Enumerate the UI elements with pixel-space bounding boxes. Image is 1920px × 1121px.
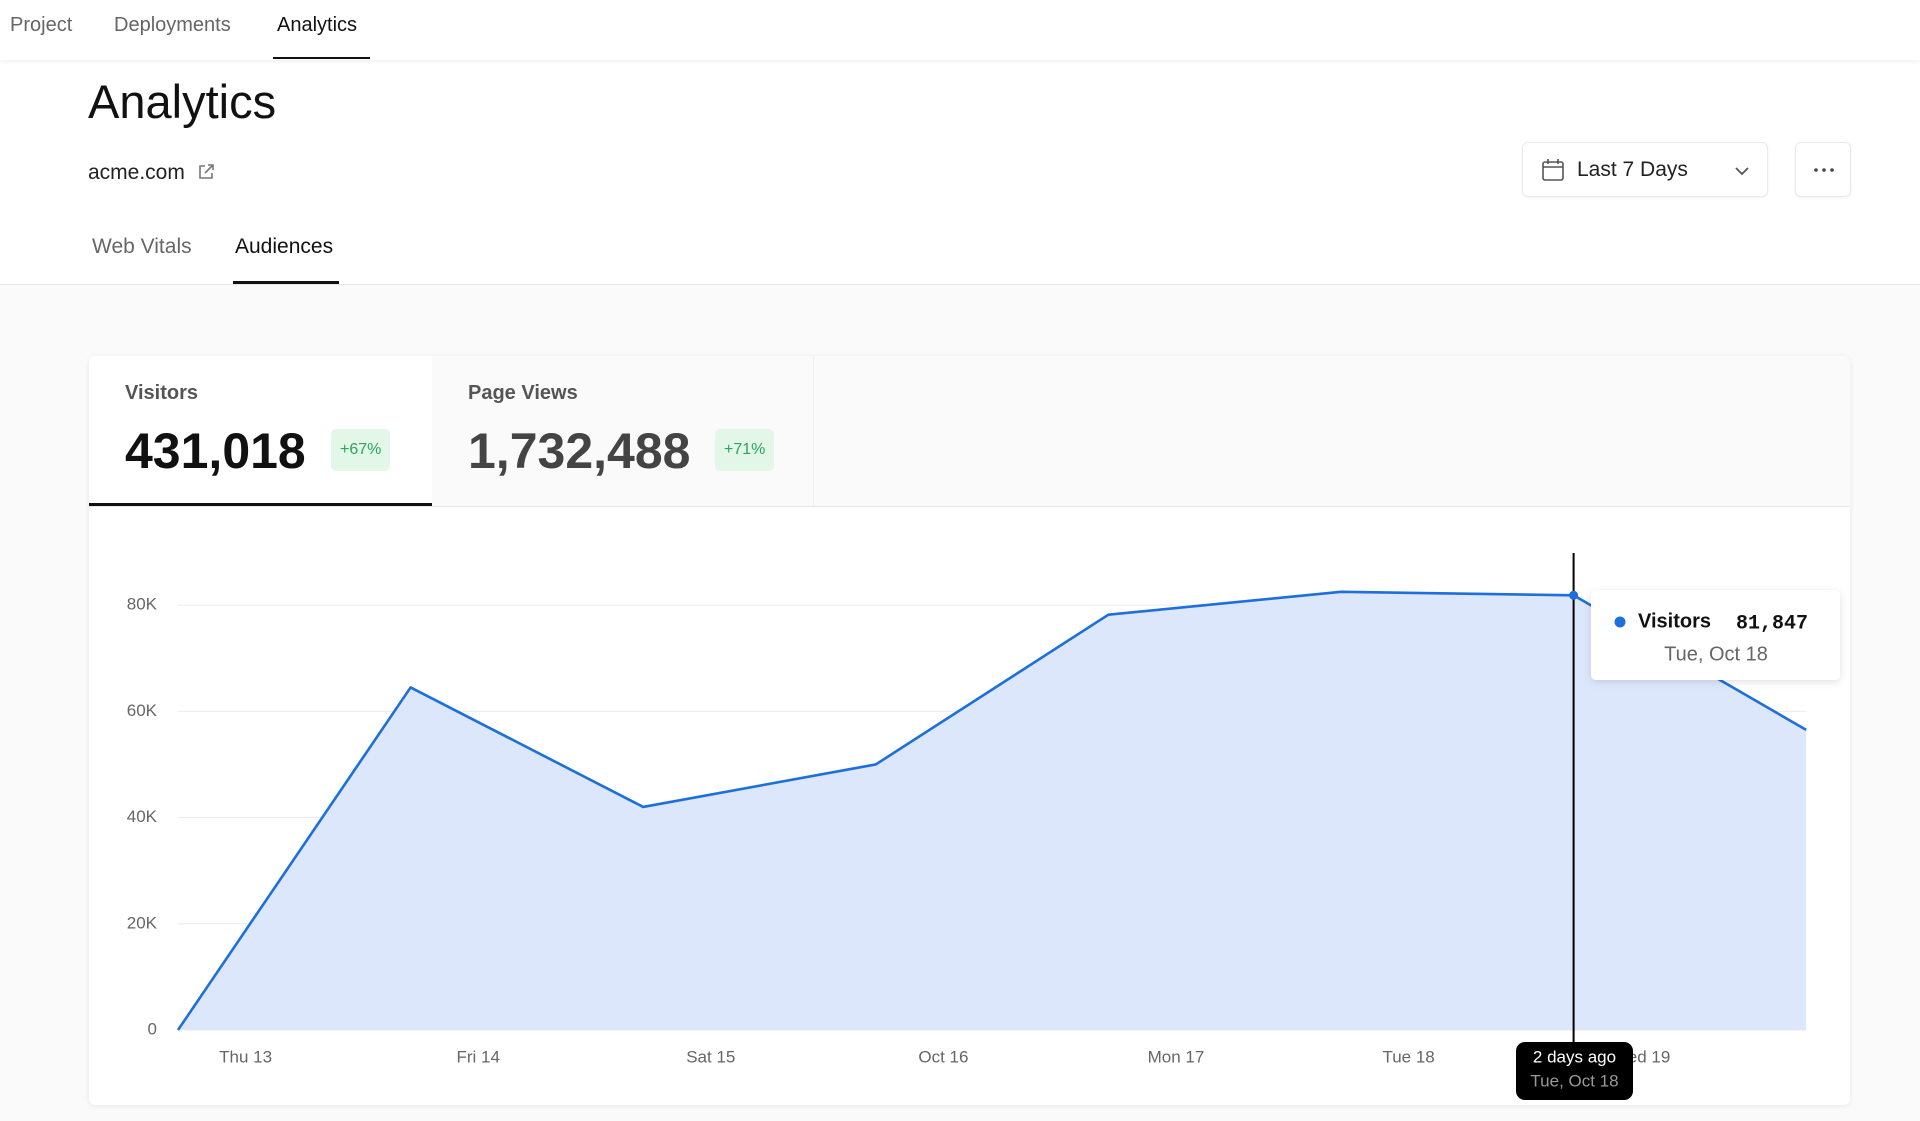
hover-relative: 2 days ago bbox=[1533, 1047, 1616, 1066]
line bbox=[176, 590, 1807, 1031]
x-tick-label: Thu 13 bbox=[219, 1047, 272, 1066]
y-tick-label: 20K bbox=[127, 913, 158, 932]
nav-tab[interactable]: Project bbox=[10, 14, 73, 36]
external-icon bbox=[198, 164, 214, 179]
y-tick-label: 60K bbox=[127, 701, 158, 720]
calendar-icon bbox=[1542, 159, 1564, 181]
site-name: acme.com bbox=[88, 161, 185, 184]
hover-date: Tue, Oct 18 bbox=[1530, 1071, 1618, 1090]
y-tick-label: 40K bbox=[127, 807, 158, 826]
area bbox=[178, 591, 1807, 1030]
top-nav: Project Deployments Analytics bbox=[0, 0, 1920, 60]
chevron-icon bbox=[1735, 167, 1749, 176]
sub-tab[interactable]: Audiences bbox=[235, 235, 334, 258]
site-link[interactable]: acme.com bbox=[88, 161, 215, 185]
nav-tab[interactable]: Analytics bbox=[277, 14, 358, 36]
nav-tab[interactable]: Deployments bbox=[114, 14, 231, 36]
x-tick-label: Sat 15 bbox=[686, 1047, 735, 1066]
stat-tab[interactable]: Visitors 431,018 +67% bbox=[89, 356, 432, 506]
hover-label bbox=[1516, 1042, 1633, 1100]
date-range-label: Last 7 Days bbox=[1577, 158, 1688, 181]
x-tick-label: Oct 16 bbox=[918, 1047, 968, 1066]
page-title: Analytics bbox=[88, 75, 277, 128]
tooltip bbox=[1591, 590, 1840, 680]
sub-tab[interactable]: Web Vitals bbox=[92, 235, 192, 258]
stat-label: Visitors bbox=[125, 382, 198, 404]
stat-label: Page Views bbox=[468, 382, 578, 404]
hover-point bbox=[1569, 590, 1579, 600]
more-button[interactable] bbox=[1795, 142, 1851, 197]
more-icon bbox=[1814, 168, 1834, 172]
date-range-button[interactable]: Last 7 Days bbox=[1522, 142, 1768, 197]
tooltip-date: Tue, Oct 18 bbox=[1664, 643, 1768, 665]
stat-tab[interactable]: Page Views 1,732,488 +71% bbox=[432, 356, 814, 506]
stat-change: +71% bbox=[715, 429, 775, 471]
active-indicator bbox=[233, 281, 339, 284]
tooltip-value: 81,847 bbox=[1736, 612, 1808, 635]
active-indicator bbox=[273, 57, 370, 59]
stat-value: 431,018 bbox=[125, 423, 306, 479]
stat-value: 1,732,488 bbox=[468, 423, 691, 479]
stat-change: +67% bbox=[331, 429, 391, 471]
y-tick-label: 0 bbox=[148, 1019, 157, 1038]
y-tick-label: 80K bbox=[127, 595, 158, 614]
x-tick-label: Mon 17 bbox=[1148, 1047, 1205, 1066]
tooltip-swatch bbox=[1614, 616, 1626, 628]
tooltip-series: Visitors bbox=[1638, 610, 1711, 632]
x-tick-label: Tue 18 bbox=[1382, 1047, 1434, 1066]
x-tick-label: Fri 14 bbox=[456, 1047, 499, 1066]
